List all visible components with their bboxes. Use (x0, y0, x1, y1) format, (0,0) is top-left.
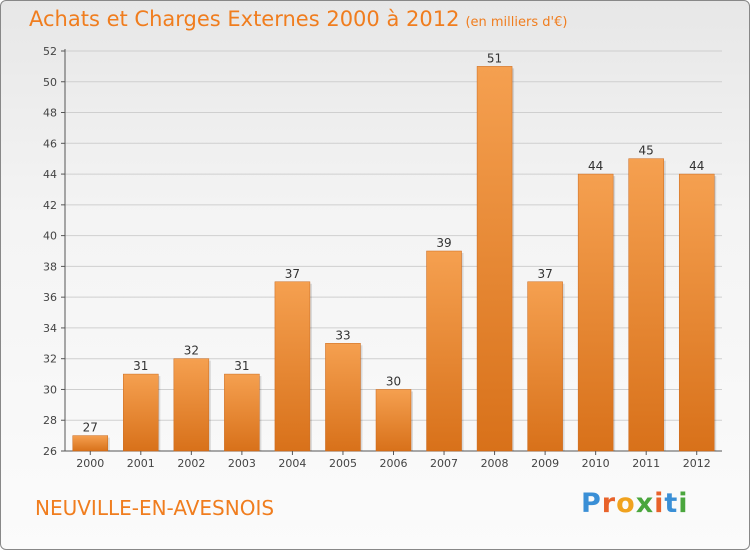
bar (678, 173, 715, 452)
value-label: 44 (689, 159, 704, 173)
y-tick-label: 36 (43, 291, 57, 304)
value-label: 45 (639, 144, 654, 158)
bar (577, 173, 614, 452)
y-tick-label: 48 (43, 107, 57, 120)
value-label: 37 (285, 267, 300, 281)
value-label: 37 (537, 267, 552, 281)
logo-letter: o (616, 488, 636, 519)
bar (123, 373, 159, 452)
y-tick-label: 40 (43, 230, 57, 243)
x-tick-label: 2008 (481, 457, 509, 470)
bar (527, 281, 563, 452)
bar (628, 158, 664, 452)
bar (274, 281, 311, 452)
x-tick-label: 2002 (177, 457, 205, 470)
x-tick-label: 2000 (76, 457, 104, 470)
x-tick-labels: 2000 2001 2002 2003 2004 2005 2006 2007 2008 2009… (76, 451, 711, 470)
value-label: 33 (335, 328, 350, 342)
y-tick-label: 50 (43, 76, 57, 89)
value-label: 27 (83, 421, 98, 435)
x-tick-label: 2010 (582, 457, 610, 470)
y-tick-labels: 26 28 30 32 34 36 38 40 42 44 46 48 50 52 (43, 45, 57, 458)
y-tick-label: 34 (43, 322, 57, 335)
value-label: 51 (487, 51, 502, 65)
x-tick-label: 2007 (430, 457, 458, 470)
logo-letter: x (635, 488, 655, 519)
place-name: NEUVILLE-EN-AVESNOIS (35, 496, 275, 520)
value-label: 44 (588, 159, 603, 173)
chart-title-text: Achats et Charges Externes 2000 à 2012 (29, 7, 460, 31)
x-tick-label: 2005 (329, 457, 357, 470)
y-tick-label: 38 (43, 260, 57, 273)
x-tick-label: 2004 (278, 457, 306, 470)
y-tick-label: 30 (43, 383, 57, 396)
y-tick-label: 28 (43, 414, 57, 427)
x-tick-label: 2011 (632, 457, 660, 470)
x-tick-label: 2012 (683, 457, 711, 470)
chart-title: Achats et Charges Externes 2000 à 2012 (e… (29, 7, 567, 31)
value-label: 32 (184, 344, 199, 358)
x-tick-label: 2001 (127, 457, 155, 470)
value-label: 31 (234, 359, 249, 373)
bar (325, 343, 361, 452)
bars (72, 66, 717, 452)
x-tick-label: 2003 (228, 457, 256, 470)
logo-letter: i (654, 488, 665, 519)
y-tick-label: 52 (43, 45, 57, 58)
logo-letter: P (581, 488, 602, 519)
y-tick-label: 26 (43, 445, 57, 458)
value-label: 30 (386, 374, 401, 388)
y-tick-label: 32 (43, 353, 57, 366)
logo-letter: i (678, 488, 689, 519)
logo-letter: r (601, 488, 617, 519)
bar (375, 389, 412, 452)
x-tick-label: 2006 (380, 457, 408, 470)
value-labels: 27 31 32 31 37 33 30 39 51 37 44 45 44 (83, 51, 705, 434)
value-label: 39 (436, 236, 451, 250)
y-tick-label: 46 (43, 137, 57, 150)
bar (173, 358, 210, 452)
value-label: 31 (133, 359, 148, 373)
chart-subtitle: (en milliers d'€) (465, 15, 568, 30)
y-tick-label: 44 (43, 168, 57, 181)
x-tick-label: 2009 (531, 457, 559, 470)
y-tick-label: 42 (43, 199, 57, 212)
bar (224, 373, 260, 452)
bar (476, 66, 513, 452)
bar (72, 435, 109, 452)
logo-letter: t (664, 488, 679, 519)
proxiti-logo[interactable]: Proxiti (581, 488, 689, 519)
bar (426, 250, 462, 452)
